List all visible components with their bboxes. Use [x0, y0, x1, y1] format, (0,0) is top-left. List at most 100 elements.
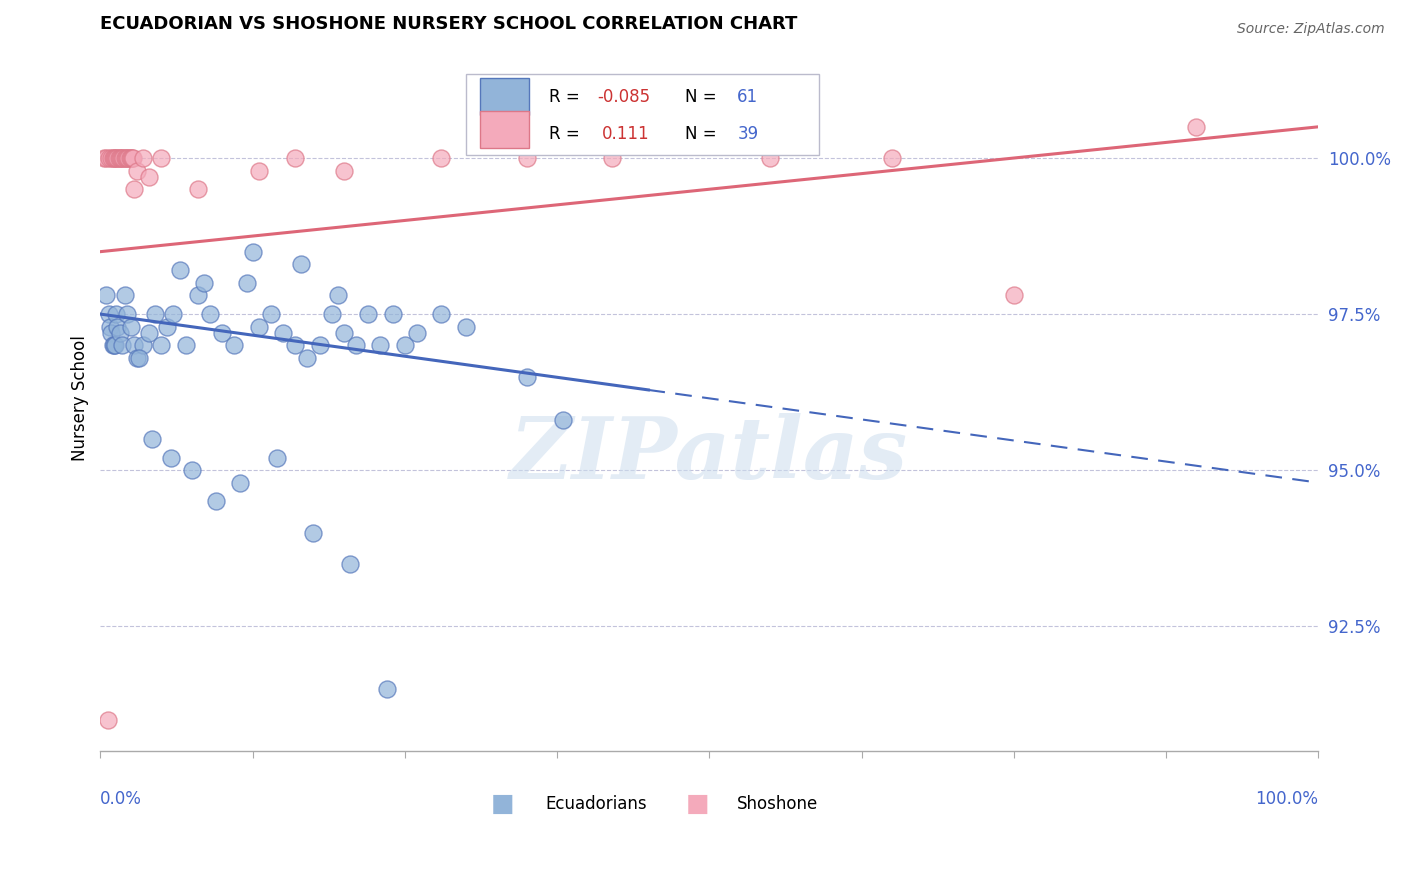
Point: [247, 319, 270, 334]
Point: [381, 307, 404, 321]
Text: 100.0%: 100.0%: [1256, 789, 1319, 808]
Text: R =: R =: [548, 125, 585, 143]
Point: [759, 151, 782, 165]
Point: [124, 338, 146, 352]
Point: [235, 276, 257, 290]
Point: [333, 163, 356, 178]
Point: [321, 307, 343, 321]
Point: [103, 151, 125, 165]
Point: [169, 263, 191, 277]
Point: [394, 338, 416, 352]
Point: [124, 182, 146, 196]
Point: [266, 450, 288, 465]
Point: [150, 151, 173, 165]
Point: [370, 338, 392, 352]
Point: [104, 338, 127, 352]
Point: [880, 151, 903, 165]
Point: [112, 151, 135, 165]
Point: [187, 288, 209, 302]
Point: [107, 151, 129, 165]
Text: ECUADORIAN VS SHOSHONE NURSERY SCHOOL CORRELATION CHART: ECUADORIAN VS SHOSHONE NURSERY SCHOOL CO…: [100, 15, 797, 33]
Point: [150, 338, 173, 352]
Point: [93, 151, 115, 165]
Point: [224, 338, 246, 352]
Point: [406, 326, 429, 340]
Point: [297, 351, 319, 365]
Point: [122, 151, 145, 165]
Point: [600, 151, 623, 165]
Point: [375, 681, 398, 696]
Text: ■: ■: [491, 792, 515, 816]
Point: [121, 151, 143, 165]
Point: [180, 463, 202, 477]
Text: 0.111: 0.111: [602, 125, 650, 143]
Point: [108, 151, 131, 165]
Point: [117, 151, 139, 165]
Text: N =: N =: [685, 125, 721, 143]
Text: Shoshone: Shoshone: [737, 795, 818, 813]
Point: [1185, 120, 1208, 134]
FancyBboxPatch shape: [481, 112, 529, 148]
Point: [107, 151, 129, 165]
Text: 61: 61: [737, 88, 758, 106]
Point: [108, 326, 131, 340]
Point: [141, 432, 163, 446]
Point: [107, 319, 129, 334]
Point: [302, 525, 325, 540]
Point: [357, 307, 380, 321]
Y-axis label: Nursery School: Nursery School: [72, 335, 89, 461]
Point: [125, 163, 148, 178]
Point: [120, 151, 142, 165]
Point: [111, 151, 134, 165]
Point: [114, 288, 136, 302]
Point: [115, 307, 138, 321]
Text: R =: R =: [548, 88, 585, 106]
Point: [290, 257, 312, 271]
Point: [104, 151, 127, 165]
Text: Ecuadorians: Ecuadorians: [546, 795, 647, 813]
Point: [156, 319, 179, 334]
Point: [211, 326, 233, 340]
Point: [96, 288, 118, 302]
Point: [174, 338, 197, 352]
Point: [516, 151, 538, 165]
Point: [97, 713, 120, 727]
Point: [115, 151, 138, 165]
Point: [128, 351, 150, 365]
Point: [110, 151, 132, 165]
Point: [247, 163, 270, 178]
Point: [105, 151, 128, 165]
Point: [344, 338, 367, 352]
Point: [101, 151, 124, 165]
Point: [160, 450, 183, 465]
Point: [97, 151, 120, 165]
Text: 0.0%: 0.0%: [100, 789, 142, 808]
Text: Source: ZipAtlas.com: Source: ZipAtlas.com: [1237, 22, 1385, 37]
Point: [97, 307, 120, 321]
Point: [242, 244, 264, 259]
Point: [339, 557, 361, 571]
Point: [111, 338, 134, 352]
Point: [271, 326, 294, 340]
FancyBboxPatch shape: [481, 78, 529, 115]
Point: [101, 338, 124, 352]
Point: [284, 338, 307, 352]
Point: [326, 288, 349, 302]
Text: 39: 39: [737, 125, 758, 143]
Point: [138, 169, 160, 184]
Point: [198, 307, 221, 321]
Point: [430, 151, 453, 165]
Point: [454, 319, 477, 334]
Point: [115, 151, 138, 165]
Point: [114, 151, 136, 165]
Point: [103, 338, 125, 352]
Point: [120, 319, 142, 334]
Point: [229, 475, 252, 490]
Text: -0.085: -0.085: [598, 88, 651, 106]
Point: [553, 413, 575, 427]
Text: N =: N =: [685, 88, 721, 106]
Point: [132, 338, 155, 352]
Point: [193, 276, 215, 290]
Point: [132, 151, 155, 165]
Point: [96, 151, 118, 165]
